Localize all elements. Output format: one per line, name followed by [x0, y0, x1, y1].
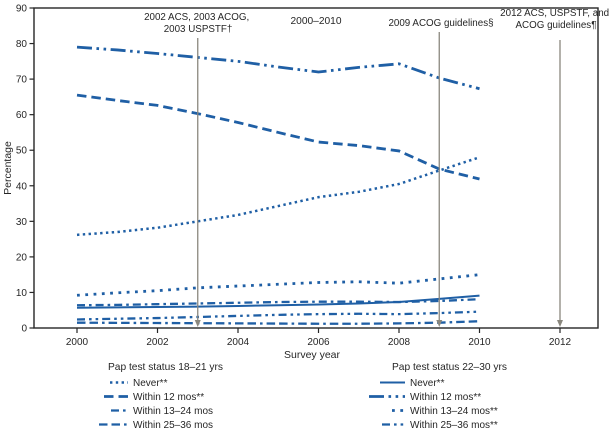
- y-tick-label: 50: [16, 146, 28, 157]
- legend-label-within25-36-18-21: Within 25–36 mos: [133, 420, 213, 431]
- legend-label-within13-24-22-30: Within 13–24 mos**: [410, 406, 498, 417]
- legend-title-18-21: Pap test status 18–21 yrs: [108, 362, 223, 373]
- legend-label-within12-18-21: Within 12 mos**: [133, 392, 204, 403]
- x-tick-label: 2012: [549, 337, 572, 348]
- series-layer: [76, 45, 480, 325]
- y-axis-title: Percentage: [2, 141, 14, 195]
- series-line-within12-18-21: [76, 93, 480, 181]
- annotation-2012-line1: 2012 ACS, USPSTF, and: [500, 8, 609, 19]
- x-tick-label: 2000: [66, 337, 89, 348]
- guideline-arrowhead-2003: [194, 320, 201, 327]
- legend-layer: Never** Within 12 mos** Within 13–24 mos Wi…: [99, 378, 498, 431]
- annotation-2012-line2: ACOG guidelines¶: [516, 20, 597, 31]
- series-line-never-22-30: [76, 294, 480, 309]
- series-line-within25-36-18-21: [76, 320, 480, 325]
- annotation-arrows-layer: [194, 32, 563, 327]
- series-line-never-18-21: [76, 156, 480, 237]
- y-tick-label: 10: [16, 288, 28, 299]
- x-tick-label: 2006: [307, 337, 330, 348]
- series-line-within12-22-30: [76, 45, 480, 91]
- guideline-arrowhead-2012: [557, 320, 563, 327]
- series-line-within25-36-22-30: [76, 310, 480, 321]
- y-tick-label: 40: [16, 181, 28, 192]
- legend-label-within25-36-22-30: Within 25–36 mos**: [410, 420, 498, 431]
- x-tick-label: 2010: [468, 337, 491, 348]
- y-tick-label: 70: [16, 75, 28, 86]
- y-tick-label: 0: [21, 324, 27, 335]
- legend-title-22-30: Pap test status 22–30 yrs: [392, 362, 507, 373]
- x-tick-label: 2004: [227, 337, 250, 348]
- legend-label-never-22-30: Never**: [410, 378, 445, 389]
- annotation-2003-line1: 2002 ACS, 2003 ACOG,: [144, 12, 249, 23]
- legend-label-never-18-21: Never**: [133, 378, 168, 389]
- y-tick-label: 90: [16, 4, 28, 15]
- guideline-arrowhead-2009: [436, 320, 443, 327]
- annotation-2003-line2: 2003 USPSTF†: [164, 24, 233, 35]
- period-label: 2000–2010: [291, 16, 342, 27]
- axes-layer: 0 10 20 30 40 50 60 70 80 90 2000 2002 2004 2006 2008 2…: [16, 4, 599, 348]
- y-tick-label: 80: [16, 39, 28, 50]
- x-axis-title: Survey year: [284, 349, 341, 361]
- y-tick-label: 30: [16, 217, 28, 228]
- series-line-within13-24-22-30: [76, 273, 480, 297]
- y-tick-label: 60: [16, 110, 28, 121]
- x-tick-label: 2002: [146, 337, 169, 348]
- annotation-2003: 2002 ACS, 2003 ACOG, 2003 USPSTF†: [144, 12, 252, 35]
- legend-label-within13-24-18-21: Within 13–24 mos: [133, 406, 213, 417]
- x-tick-label: 2008: [388, 337, 411, 348]
- annotation-2009: 2009 ACOG guidelines§: [388, 18, 493, 29]
- annotation-2012: 2012 ACS, USPSTF, and ACOG guidelines¶: [500, 8, 610, 31]
- legend-label-within12-22-30: Within 12 mos**: [410, 392, 481, 403]
- y-tick-label: 20: [16, 252, 28, 263]
- plot-frame: [33, 7, 599, 329]
